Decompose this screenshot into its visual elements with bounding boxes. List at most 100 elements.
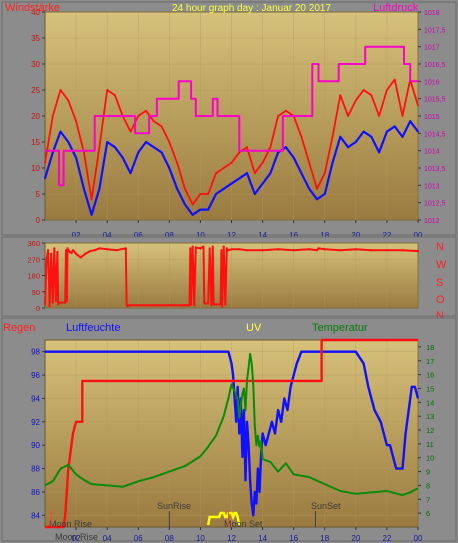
humidity-tick-label: 96: [31, 371, 40, 380]
wind_gust-point: [222, 167, 225, 169]
wind_gust-point: [184, 187, 186, 190]
wind_gust-point: [401, 115, 404, 117]
wind_gust-point: [129, 130, 132, 133]
wind_direction-point: [48, 305, 51, 308]
wind_gust-point: [378, 115, 380, 117]
wind_gust-point: [98, 146, 101, 149]
wind_avg-point: [222, 187, 225, 190]
wind-axis-ticks: 0 5 10 15 20 25 30 35 40: [31, 8, 45, 225]
wind_direction-point: [75, 252, 78, 255]
wind_avg-point: [215, 193, 217, 195]
wind_direction-point: [308, 248, 311, 251]
temperature-tick-label: 6: [426, 509, 430, 518]
panel2-series: [43, 245, 420, 308]
direction-tick-label: 90: [32, 288, 40, 297]
wind_avg-point: [98, 187, 101, 190]
pressure-tick-label: 1013: [424, 183, 440, 190]
compass-s: S: [436, 277, 443, 289]
x-tick-label: 06: [134, 534, 143, 543]
wind_direction-point: [317, 247, 320, 250]
wind_avg-point: [176, 187, 179, 190]
wind_direction-point: [225, 247, 228, 250]
wind_avg-point: [308, 187, 311, 190]
wind_direction-point: [221, 305, 224, 308]
wind_gust-point: [323, 172, 326, 175]
wind_avg-point: [121, 156, 124, 159]
wind_gust-point: [261, 161, 264, 164]
temperature-tick-label: 18: [426, 343, 434, 352]
temperature-label: Temperatur: [312, 322, 368, 334]
wind_avg-point: [331, 161, 334, 164]
wind_gust-point: [90, 198, 93, 201]
wind_direction-point: [124, 247, 127, 250]
series-rain: [45, 338, 418, 529]
wind_gust-point: [354, 99, 357, 102]
wind_avg-point: [277, 151, 279, 154]
compass-labels: N W S O N: [436, 241, 447, 322]
wind_avg-point: [401, 135, 404, 138]
compass-o: O: [436, 294, 445, 306]
wind_avg-point: [238, 177, 241, 180]
wind_avg-point: [51, 151, 54, 154]
wind_gust-point: [152, 120, 155, 123]
direction-tick-label: 180: [27, 272, 40, 281]
wind_gust-point: [316, 187, 318, 190]
wind_direction-point: [65, 299, 68, 302]
wind_direction-point: [71, 249, 75, 252]
wind_direction-point: [115, 249, 118, 252]
temperature-tick-label: 9: [426, 468, 430, 477]
rain-label: Regen: [3, 322, 35, 334]
x-tick-label: 08: [165, 231, 174, 240]
wind_direction-point: [50, 252, 53, 255]
x-tick-label: 18: [320, 534, 329, 543]
wind_avg-point: [184, 203, 186, 206]
pressure-tick-label: 1017: [424, 45, 440, 52]
wind_direction-point: [47, 249, 50, 252]
wind_gust-point: [362, 89, 365, 91]
compass-n-bottom: N: [436, 310, 444, 322]
wind_direction-point: [168, 304, 171, 307]
wind_avg-point: [339, 135, 342, 138]
wind_avg-point: [261, 182, 264, 185]
wind_direction-point: [191, 245, 194, 248]
wind_avg-point: [292, 156, 295, 159]
wind_direction-point: [199, 247, 202, 250]
x-tick-label: 22: [382, 534, 391, 543]
pressure-tick-label: 1012: [424, 218, 440, 225]
wind-tick-label: 25: [31, 86, 40, 95]
panel2-grid: [45, 242, 419, 309]
wind_direction-point: [277, 248, 280, 251]
x-tick-label: 16: [289, 534, 298, 543]
wind_direction-point: [64, 301, 67, 304]
wind_avg-point: [207, 208, 210, 211]
pressure-tick-label: 1015,5: [424, 97, 446, 104]
wind-direction-panel: 0 90 180 270 360 N W S O N: [1, 236, 457, 322]
series-temperature: [44, 352, 419, 497]
compass-n-top: N: [436, 241, 444, 253]
wind_avg-point: [152, 146, 155, 149]
x-tick-label: 00: [414, 231, 423, 240]
wind_gust-point: [246, 146, 248, 149]
wind_direction-point: [261, 249, 264, 252]
wind_avg-point: [347, 146, 349, 149]
wind_avg-point: [44, 177, 46, 180]
wind_direction-point: [315, 249, 319, 252]
wind_avg-point: [67, 141, 70, 143]
wind_gust-point: [238, 151, 241, 154]
wind_direction-point: [67, 249, 70, 252]
wind_direction-point: [106, 248, 109, 251]
temperature-tick-label: 16: [426, 371, 434, 380]
wind_direction-point: [207, 302, 210, 305]
compass-w: W: [436, 259, 447, 271]
wind_avg-point: [75, 156, 77, 159]
wind_avg-point: [386, 130, 388, 133]
temperature-tick-label: 15: [426, 384, 434, 393]
wind_avg-point: [114, 146, 116, 149]
temperature-tick-label: 17: [426, 357, 434, 366]
humidity-tick-label: 88: [31, 465, 40, 474]
wind_avg-point: [300, 172, 303, 175]
wind_avg-point: [362, 130, 365, 133]
humidity-tick-label: 90: [31, 441, 40, 450]
x-tick-label: 06: [134, 231, 143, 240]
